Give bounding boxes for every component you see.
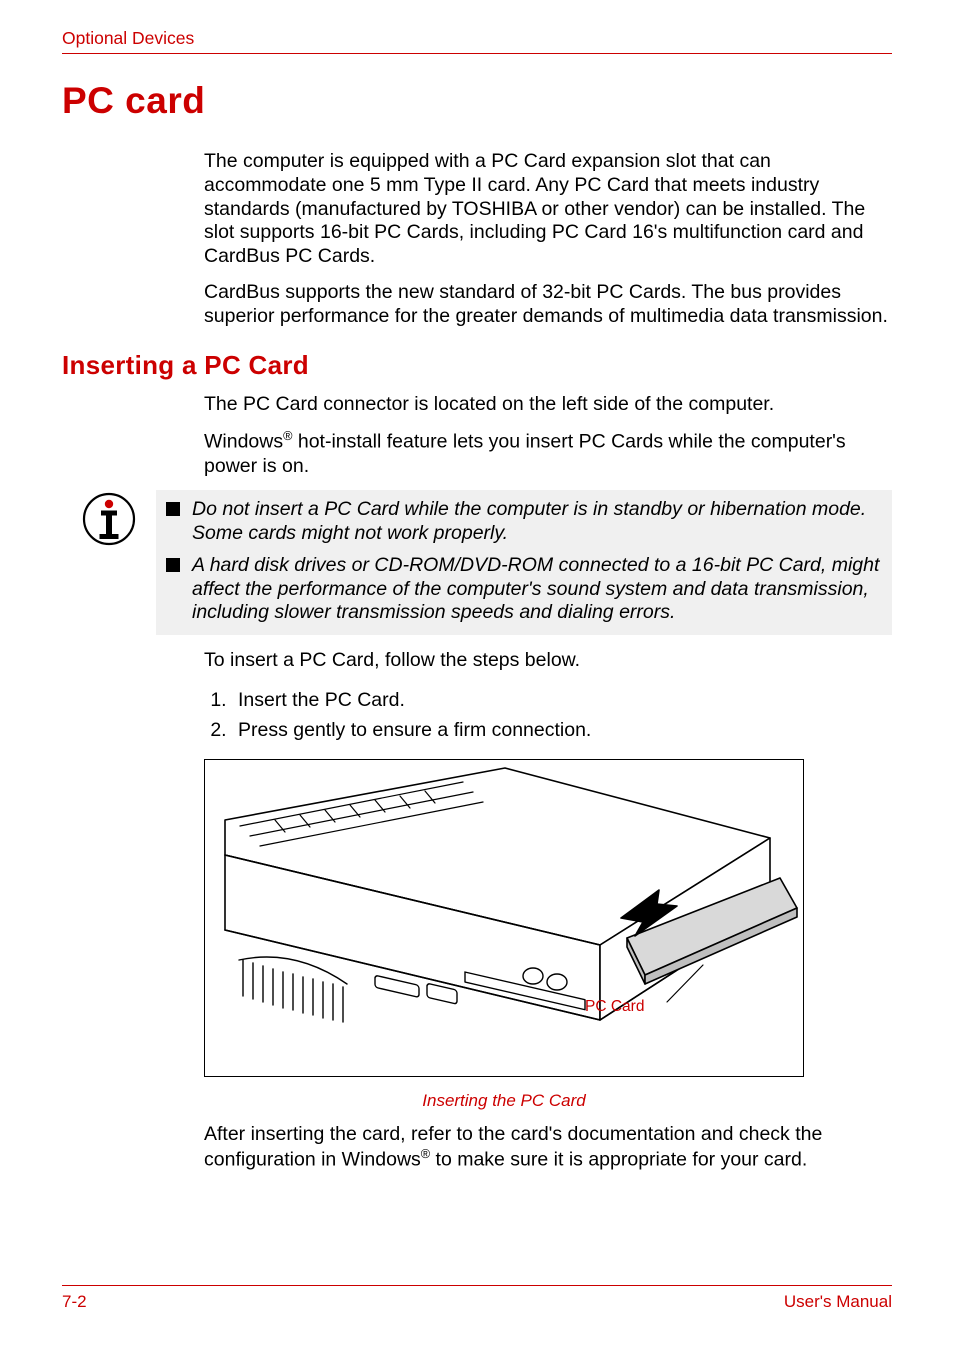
subsection-title: Inserting a PC Card — [62, 350, 892, 381]
subsection-para-2-pre: Windows — [204, 431, 283, 453]
running-header: Optional Devices — [62, 28, 892, 49]
closing-post: to make sure it is appropriate for your … — [430, 1149, 807, 1171]
page-number: 7-2 — [62, 1292, 87, 1312]
note-item-1: Do not insert a PC Card while the comput… — [166, 498, 880, 546]
closing-para: After inserting the card, refer to the c… — [204, 1123, 892, 1172]
note-item-2: A hard disk drives or CD-ROM/DVD-ROM con… — [166, 554, 880, 625]
subsection-body: The PC Card connector is located on the … — [204, 393, 892, 478]
step-1: Insert the PC Card. — [232, 685, 892, 715]
registered-mark: ® — [421, 1147, 430, 1161]
section-body: The computer is equipped with a PC Card … — [204, 150, 892, 328]
step-2: Press gently to ensure a firm connection… — [232, 715, 892, 745]
subsection-para-2-post: hot-install feature lets you insert PC C… — [204, 431, 846, 477]
section-para-2: CardBus supports the new standard of 32-… — [204, 281, 892, 329]
figure-label-pc-card: PC Card — [585, 998, 644, 1016]
note-content: Do not insert a PC Card while the comput… — [156, 490, 892, 635]
info-icon — [82, 492, 136, 551]
figure: PC Card Inserting the PC Card — [204, 759, 892, 1111]
figure-caption: Inserting the PC Card — [204, 1091, 804, 1111]
page-footer: 7-2 User's Manual — [62, 1285, 892, 1312]
header-rule — [62, 53, 892, 54]
note-callout: Do not insert a PC Card while the comput… — [82, 490, 892, 635]
subsection-para-1: The PC Card connector is located on the … — [204, 393, 892, 417]
manual-title: User's Manual — [784, 1292, 892, 1312]
note-item-2-text: A hard disk drives or CD-ROM/DVD-ROM con… — [192, 554, 880, 625]
note-item-1-text: Do not insert a PC Card while the comput… — [192, 498, 880, 546]
steps-intro-block: To insert a PC Card, follow the steps be… — [204, 649, 892, 673]
steps-list: Insert the PC Card. Press gently to ensu… — [204, 685, 892, 745]
figure-illustration: PC Card — [204, 759, 804, 1077]
footer-rule — [62, 1285, 892, 1286]
closing-block: After inserting the card, refer to the c… — [204, 1123, 892, 1172]
section-title: PC card — [62, 80, 892, 122]
steps-intro: To insert a PC Card, follow the steps be… — [204, 649, 892, 673]
square-bullet-icon — [166, 558, 180, 572]
subsection-para-2: Windows® hot-install feature lets you in… — [204, 429, 892, 478]
section-para-1: The computer is equipped with a PC Card … — [204, 150, 892, 269]
square-bullet-icon — [166, 502, 180, 516]
